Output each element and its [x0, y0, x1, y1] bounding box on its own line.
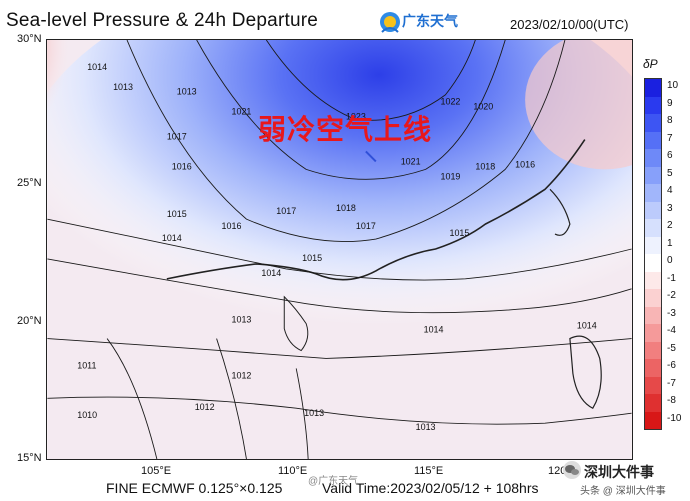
- isobar-label: 1019: [441, 171, 461, 181]
- isobar-label: 1017: [356, 221, 376, 231]
- colorbar-segment: [645, 149, 661, 167]
- colorbar-label: 1: [667, 237, 673, 249]
- isobar-label: 1016: [222, 221, 242, 231]
- isobar-label: 1012: [232, 370, 252, 380]
- isobar-label: 1020: [473, 102, 493, 112]
- colorbar-label: 4: [667, 185, 673, 196]
- colorbar-label: 10: [667, 80, 679, 91]
- isobar-label: 1014: [577, 321, 597, 331]
- isobar-label: 1021: [401, 156, 421, 166]
- colorbar-label: 3: [667, 202, 673, 214]
- colorbar-segment: [645, 289, 661, 307]
- colorbar-segment: [645, 306, 661, 324]
- guangdong-weather-logo: [380, 12, 400, 33]
- logo-text: 广东天气: [402, 13, 458, 29]
- isobar-label: 1014: [261, 268, 281, 278]
- colorbar-label: -7: [667, 377, 676, 389]
- corner-watermark: 深圳大件事: [584, 464, 654, 480]
- lat-label: 25°N: [17, 177, 42, 189]
- colorbar-segment: [645, 184, 661, 202]
- isobar-label: 1017: [167, 132, 187, 142]
- colorbar-segment: [645, 131, 661, 149]
- isobar-label: 1010: [77, 410, 97, 420]
- colorbar-label: -1: [667, 272, 676, 284]
- colorbar-label: 9: [667, 97, 673, 109]
- colorbar-segment: [645, 96, 661, 114]
- colorbar-labels: 10 9 8 7 6 5 4 3 2 1 0 -1 -2 -3 -4 -5 -6 -7 -8 -10: [667, 78, 689, 428]
- colorbar-segment: [645, 324, 661, 342]
- lon-label: 110°E: [278, 465, 308, 477]
- lat-label: 20°N: [17, 315, 42, 327]
- colorbar-segment: [645, 219, 661, 237]
- isobar-label: 1015: [167, 209, 187, 219]
- colorbar: [644, 78, 662, 430]
- isobar-label: 1013: [304, 408, 324, 418]
- isobar-label: 1013: [177, 87, 197, 97]
- lon-label: 105°E: [141, 465, 172, 477]
- colorbar-label: -6: [667, 360, 676, 371]
- isobar-label: 1017: [276, 206, 296, 216]
- isobar-label: 1012: [195, 402, 215, 412]
- colorbar-segment: [645, 411, 661, 429]
- isobar-label: 1023: [346, 112, 366, 122]
- colorbar-label: -5: [667, 342, 676, 354]
- colorbar-label: 6: [667, 150, 673, 161]
- isobar-label: 1014: [162, 233, 182, 243]
- valid-time: Valid Time:2023/02/05/12 + 108hrs: [322, 480, 539, 496]
- lat-label: 30°N: [17, 33, 42, 45]
- isobar-label: 1014: [87, 62, 107, 72]
- cold-air-headline: 弱冷空气上线: [258, 113, 433, 146]
- colorbar-segment: [645, 236, 661, 254]
- model-label: FINE ECMWF 0.125°×0.125: [106, 480, 283, 496]
- colorbar-label: 7: [667, 132, 673, 144]
- colorbar-segment: [645, 166, 661, 184]
- colorbar-label: -4: [667, 325, 676, 336]
- isobar-label: 1013: [113, 82, 133, 92]
- isobar-label: 1016: [172, 161, 192, 171]
- forecast-datetime: 2023/02/10/00(UTC): [510, 17, 629, 32]
- colorbar-segment: [645, 376, 661, 394]
- colorbar-segment: [645, 359, 661, 377]
- colorbar-label: 0: [667, 255, 673, 266]
- colorbar-label: -8: [667, 395, 676, 406]
- colorbar-label: 2: [667, 220, 673, 231]
- isobar-label: 1021: [232, 107, 252, 117]
- colorbar-segment: [645, 341, 661, 359]
- lon-label: 115°E: [414, 465, 444, 477]
- colorbar-segment: [645, 79, 661, 97]
- isobar-label: 1018: [475, 161, 495, 171]
- isobar-label: 1013: [232, 315, 252, 325]
- corner-watermark-sub: 头条 @ 深圳大件事: [580, 486, 666, 497]
- colorbar-segment: [645, 394, 661, 412]
- lat-label: 15°N: [17, 452, 42, 464]
- chart-title: Sea-level Pressure & 24h Departure: [6, 10, 319, 31]
- colorbar-label: 5: [667, 167, 673, 179]
- pressure-map: 1014 1013 1013 1017 1016 1021 1023 1022 …: [46, 39, 633, 460]
- isobar-label: 1015: [449, 228, 469, 238]
- center-watermark: @广东天气: [308, 476, 359, 487]
- colorbar-label: -10: [667, 412, 682, 424]
- colorbar-label: 8: [667, 115, 673, 126]
- legend-symbol: δP: [643, 57, 658, 71]
- colorbar-label: -2: [667, 290, 676, 301]
- isobar-label: 1022: [441, 97, 461, 107]
- isobar-label: 1013: [416, 422, 436, 432]
- isobar-label: 1018: [336, 203, 356, 213]
- isobar-label: 1016: [515, 159, 535, 169]
- colorbar-segment: [645, 201, 661, 219]
- isobar-label: 1014: [424, 325, 444, 335]
- isobar-label: 1011: [77, 360, 96, 370]
- colorbar-segment: [645, 271, 661, 289]
- colorbar-label: -3: [667, 307, 676, 319]
- colorbar-segment: [645, 114, 661, 132]
- colorbar-segment: [645, 254, 661, 272]
- isobar-label: 1015: [302, 253, 322, 263]
- wechat-icon: [563, 461, 581, 479]
